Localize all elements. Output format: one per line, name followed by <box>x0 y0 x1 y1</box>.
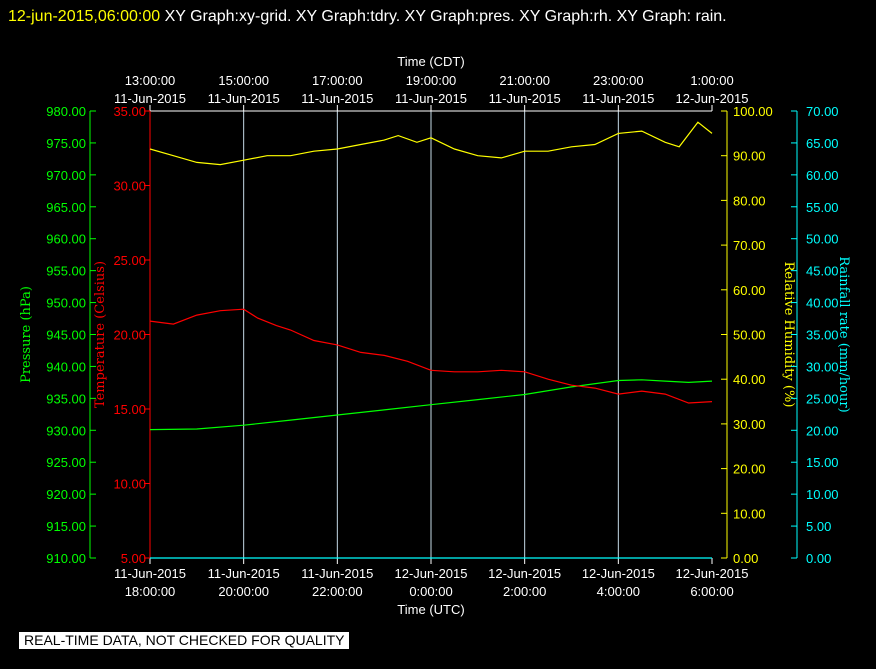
rainfall-tick-label: 0.00 <box>806 551 831 566</box>
x-bottom-tick-time: 2:00:00 <box>503 584 546 599</box>
x-bottom-tick-date: 12-Jun-2015 <box>395 566 468 581</box>
x-bottom-tick-date: 11-Jun-2015 <box>208 566 280 581</box>
x-top-tick-date: 11-Jun-2015 <box>395 91 467 106</box>
rainfall-tick-label: 45.00 <box>806 264 839 279</box>
rainfall-tick-label: 5.00 <box>806 519 831 534</box>
rainfall-axis-title: Rainfall rate (mm/hour) <box>836 256 851 412</box>
pressure-tick-label: 925.00 <box>46 455 86 470</box>
humidity-tick-label: 90.00 <box>733 149 766 164</box>
pressure-tick-label: 965.00 <box>46 200 86 215</box>
x-top-tick-time: 1:00:00 <box>690 73 733 88</box>
x-top-tick-date: 11-Jun-2015 <box>489 91 561 106</box>
x-top-tick-time: 19:00:00 <box>406 73 457 88</box>
pressure-series-line <box>149 379 713 431</box>
x-bottom-tick-time: 4:00:00 <box>597 584 640 599</box>
x-bottom-tick-date: 11-Jun-2015 <box>301 566 373 581</box>
x-bottom-axis-label: Time (UTC) <box>397 602 464 617</box>
x-top-tick-date: 11-Jun-2015 <box>301 91 373 106</box>
x-bottom-tick-date: 11-Jun-2015 <box>114 566 186 581</box>
pressure-tick-label: 930.00 <box>46 423 86 438</box>
x-bottom-tick-date: 12-Jun-2015 <box>676 566 749 581</box>
pressure-tick-label: 920.00 <box>46 487 86 502</box>
pressure-tick-label: 950.00 <box>46 296 86 311</box>
pressure-tick-label: 980.00 <box>46 104 86 119</box>
temperature-tick-label: 10.00 <box>113 477 146 492</box>
pressure-tick-label: 960.00 <box>46 232 86 247</box>
temperature-axis-title: Temperature (Celsius) <box>93 261 108 408</box>
temperature-series-line <box>149 308 713 404</box>
header-timestamp: 12-jun-2015,06:00:00 <box>8 8 161 25</box>
humidity-tick-label: 0.00 <box>733 551 758 566</box>
humidity-tick-label: 70.00 <box>733 238 766 253</box>
pressure-tick-label: 910.00 <box>46 551 86 566</box>
temperature-tick-label: 35.00 <box>113 104 146 119</box>
rainfall-tick-label: 35.00 <box>806 328 839 343</box>
rainfall-tick-label: 55.00 <box>806 200 839 215</box>
humidity-tick-label: 20.00 <box>733 462 766 477</box>
temperature-tick-label: 25.00 <box>113 253 146 268</box>
quality-notice: REAL-TIME DATA, NOT CHECKED FOR QUALITY <box>19 632 350 649</box>
rainfall-tick-label: 20.00 <box>806 423 839 438</box>
rainfall-tick-label: 40.00 <box>806 296 839 311</box>
x-top-axis-label: Time (CDT) <box>397 54 464 69</box>
x-bottom-tick-date: 12-Jun-2015 <box>488 566 561 581</box>
rainfall-tick-label: 25.00 <box>806 391 839 406</box>
humidity-tick-label: 80.00 <box>733 193 766 208</box>
x-top-tick-time: 21:00:00 <box>499 73 550 88</box>
humidity-series-line <box>149 121 713 166</box>
x-bottom-tick-time: 6:00:00 <box>690 584 733 599</box>
pressure-tick-label: 970.00 <box>46 168 86 183</box>
temperature-tick-label: 15.00 <box>113 402 146 417</box>
chart-header: 12-jun-2015,06:00:00 XY Graph:xy-grid. X… <box>8 2 868 32</box>
x-top-tick-date: 11-Jun-2015 <box>582 91 654 106</box>
rainfall-tick-label: 10.00 <box>806 487 839 502</box>
pressure-axis-title: Pressure (hPa) <box>19 286 34 383</box>
x-top-tick-time: 13:00:00 <box>125 73 176 88</box>
humidity-tick-label: 50.00 <box>733 328 766 343</box>
rainfall-tick-label: 50.00 <box>806 232 839 247</box>
pressure-tick-label: 955.00 <box>46 264 86 279</box>
humidity-axis-title: Relative Humidity (%) <box>781 262 796 408</box>
x-top-tick-date: 11-Jun-2015 <box>114 91 186 106</box>
pressure-tick-label: 975.00 <box>46 136 86 151</box>
pressure-tick-label: 935.00 <box>46 391 86 406</box>
temperature-tick-label: 30.00 <box>113 179 146 194</box>
humidity-tick-label: 100.00 <box>733 104 773 119</box>
rainfall-tick-label: 15.00 <box>806 455 839 470</box>
rainfall-tick-label: 70.00 <box>806 104 839 119</box>
x-bottom-tick-date: 12-Jun-2015 <box>582 566 655 581</box>
humidity-tick-label: 30.00 <box>733 417 766 432</box>
temperature-tick-label: 20.00 <box>113 328 146 343</box>
humidity-tick-label: 40.00 <box>733 372 766 387</box>
header-graph-list: XY Graph:xy-grid. XY Graph:tdry. XY Grap… <box>160 8 727 25</box>
x-bottom-tick-time: 18:00:00 <box>125 584 176 599</box>
x-top-tick-time: 15:00:00 <box>218 73 269 88</box>
pressure-tick-label: 915.00 <box>46 519 86 534</box>
pressure-tick-label: 940.00 <box>46 359 86 374</box>
x-bottom-tick-time: 20:00:00 <box>218 584 269 599</box>
temperature-tick-label: 5.00 <box>121 551 146 566</box>
x-bottom-tick-time: 22:00:00 <box>312 584 363 599</box>
humidity-tick-label: 10.00 <box>733 506 766 521</box>
x-top-tick-date: 11-Jun-2015 <box>208 91 280 106</box>
x-top-tick-time: 23:00:00 <box>593 73 644 88</box>
x-bottom-tick-time: 0:00:00 <box>409 584 452 599</box>
pressure-tick-label: 945.00 <box>46 328 86 343</box>
rainfall-tick-label: 30.00 <box>806 359 839 374</box>
rainfall-tick-label: 60.00 <box>806 168 839 183</box>
rainfall-tick-label: 65.00 <box>806 136 839 151</box>
x-top-tick-date: 12-Jun-2015 <box>676 91 749 106</box>
x-top-tick-time: 17:00:00 <box>312 73 363 88</box>
humidity-tick-label: 60.00 <box>733 283 766 298</box>
